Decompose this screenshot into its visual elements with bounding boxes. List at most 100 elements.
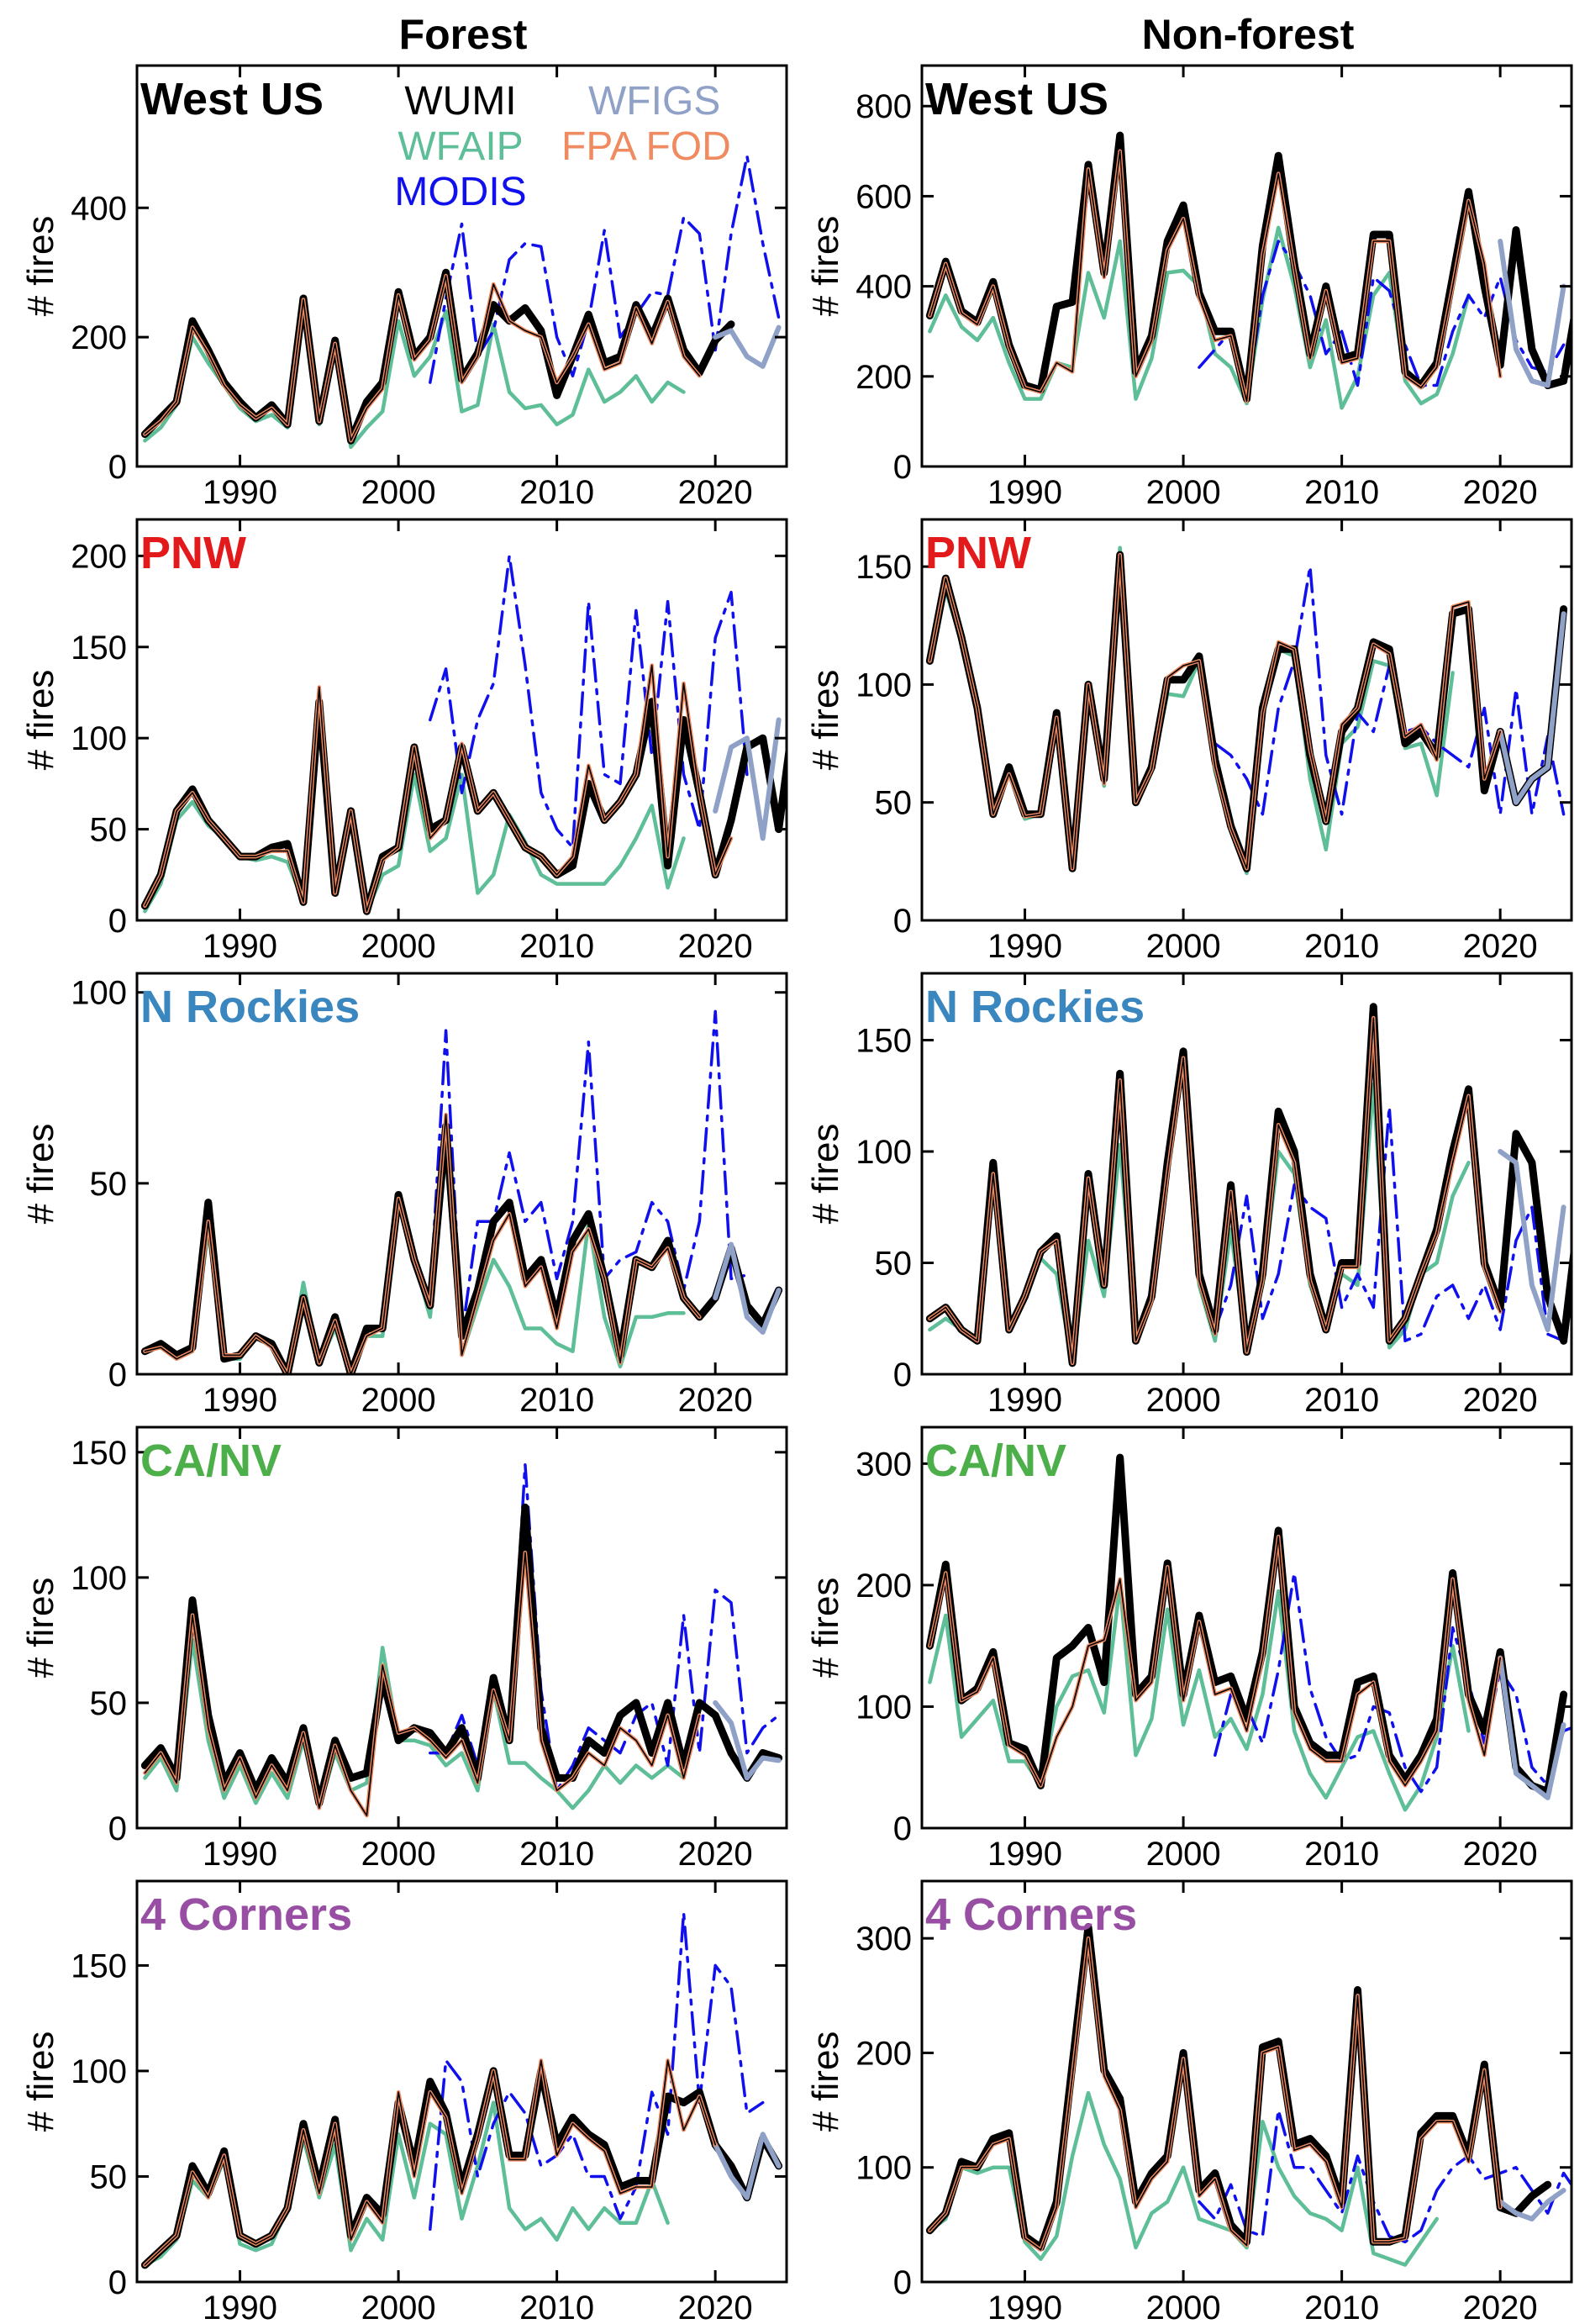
y-tick-label: 150 bbox=[71, 630, 127, 667]
x-tick-label: 2020 bbox=[678, 474, 753, 511]
column-title-nonforest: Non-forest bbox=[1142, 11, 1355, 58]
x-tick-label: 2020 bbox=[1463, 2290, 1538, 2324]
y-tick-label: 150 bbox=[856, 549, 912, 586]
y-tick-label: 0 bbox=[108, 2264, 127, 2301]
region-label: 4 Corners bbox=[140, 1889, 352, 1940]
panel-n-rockies-forest: 1990 2000 2010 2020 0 50 100 # fires N Rockies bbox=[20, 972, 788, 1419]
legend-entry-wfigs: WFIGS bbox=[588, 79, 720, 124]
series-line-wfigs bbox=[713, 324, 782, 369]
series-line-wfigs bbox=[713, 2132, 782, 2200]
y-tick-label: 50 bbox=[90, 812, 128, 849]
series-line-wfigs bbox=[1498, 239, 1566, 388]
region-label: N Rockies bbox=[925, 982, 1145, 1032]
plot-frame bbox=[135, 972, 788, 1376]
series-line-modis bbox=[1214, 1105, 1566, 1343]
series-line-wumi bbox=[925, 1923, 1552, 2252]
series-line-wfigs bbox=[1498, 2188, 1566, 2221]
y-tick-label: 100 bbox=[856, 1689, 912, 1726]
y-tick-label: 400 bbox=[71, 190, 127, 227]
column-title-forest: Forest bbox=[399, 11, 528, 58]
series-line-wumi-core bbox=[929, 150, 1501, 403]
x-tick-label: 1990 bbox=[203, 1836, 277, 1873]
y-axis-label: # fires bbox=[20, 216, 61, 317]
series-line-modis bbox=[429, 554, 749, 850]
legend-entry-fpa: FPA FOD bbox=[561, 124, 731, 169]
x-tick-label: 2010 bbox=[519, 474, 594, 511]
legend-entry-modis: MODIS bbox=[394, 170, 526, 214]
x-tick-label: 2000 bbox=[1146, 1836, 1221, 1873]
region-label: N Rockies bbox=[140, 982, 360, 1032]
y-tick-label: 100 bbox=[71, 1560, 127, 1597]
series-line-wumi-core bbox=[144, 1114, 701, 1374]
series-line-wumi bbox=[925, 1453, 1568, 1796]
y-tick-label: 0 bbox=[108, 903, 127, 940]
x-tick-label: 2010 bbox=[519, 928, 594, 965]
region-label: West US bbox=[925, 74, 1108, 124]
series-group bbox=[140, 1462, 783, 1818]
y-tick-label: 150 bbox=[71, 1435, 127, 1472]
y-tick-label: 200 bbox=[856, 1568, 912, 1605]
x-tick-label: 2020 bbox=[1463, 1382, 1538, 1419]
series-line-modis bbox=[429, 1009, 749, 1338]
series-line-modis bbox=[1198, 2108, 1572, 2244]
series-line-wfaip bbox=[143, 1638, 686, 1810]
series-group bbox=[925, 131, 1572, 410]
x-tick-label: 2000 bbox=[361, 1382, 436, 1419]
y-tick-label: 0 bbox=[108, 1810, 127, 1847]
y-tick-label: 100 bbox=[71, 2053, 127, 2090]
y-tick-label: 800 bbox=[856, 88, 912, 125]
series-line-wumi-core bbox=[929, 1017, 1501, 1364]
y-tick-label: 200 bbox=[71, 319, 127, 356]
y-tick-label: 0 bbox=[893, 1810, 912, 1847]
series-line-wumi bbox=[140, 1503, 783, 1807]
plot-frame bbox=[135, 64, 788, 468]
y-tick-label: 200 bbox=[856, 359, 912, 396]
series-group bbox=[925, 1003, 1572, 1368]
series-line-modis bbox=[429, 154, 781, 384]
y-axis-label: # fires bbox=[805, 1124, 846, 1225]
x-tick-label: 1990 bbox=[987, 1382, 1062, 1419]
series-line-wumi-core bbox=[929, 554, 1501, 870]
legend: WUMI WFIGS WFAIP FPA FOD MODIS bbox=[394, 79, 730, 214]
region-label: 4 Corners bbox=[925, 1889, 1137, 1940]
series-line-wfigs bbox=[1498, 1149, 1566, 1332]
panel-ca-nv-forest: 1990 2000 2010 2020 0 50 100 150 # fires CA/NV bbox=[20, 1425, 788, 1873]
region-label: PNW bbox=[140, 528, 246, 578]
plot-frame bbox=[135, 1879, 788, 2284]
series-group bbox=[925, 545, 1568, 876]
panel-ca-nv-non-forest: 1990 2000 2010 2020 0 100 200 300 # fires CA/NV bbox=[805, 1425, 1573, 1873]
x-tick-label: 1990 bbox=[987, 474, 1062, 511]
plot-frame bbox=[135, 1425, 788, 1830]
x-tick-label: 2000 bbox=[1146, 1382, 1221, 1419]
x-tick-label: 2000 bbox=[1146, 474, 1221, 511]
y-axis-label: # fires bbox=[805, 216, 846, 317]
region-label: PNW bbox=[925, 528, 1031, 578]
x-tick-label: 2000 bbox=[361, 928, 436, 965]
y-tick-label: 50 bbox=[90, 1166, 128, 1203]
series-line-fpa-fod bbox=[143, 2058, 718, 2268]
y-tick-label: 0 bbox=[893, 449, 912, 486]
y-axis-label: # fires bbox=[20, 1124, 61, 1225]
y-tick-label: 300 bbox=[856, 1446, 912, 1483]
series-line-wfaip bbox=[928, 2090, 1439, 2267]
y-tick-label: 50 bbox=[875, 785, 913, 822]
plot-frame bbox=[920, 64, 1573, 468]
x-tick-label: 1990 bbox=[203, 474, 277, 511]
series-group bbox=[140, 1009, 783, 1374]
x-tick-label: 2000 bbox=[1146, 928, 1221, 965]
panel-4-corners-forest: 1990 2000 2010 2020 0 50 100 150 # fires 4 Corner… bbox=[20, 1879, 788, 2324]
x-tick-label: 2020 bbox=[678, 928, 753, 965]
y-tick-label: 300 bbox=[856, 1921, 912, 1958]
x-tick-label: 2020 bbox=[1463, 474, 1538, 511]
x-tick-label: 2010 bbox=[519, 1836, 594, 1873]
panel-4-corners-non-forest: 1990 2000 2010 2020 0 100 200 300 # fires 4 Corne… bbox=[805, 1879, 1573, 2324]
series-line-fpa-fod bbox=[143, 663, 734, 914]
series-line-wfaip bbox=[928, 1583, 1471, 1812]
series-line-wfaip bbox=[928, 545, 1455, 876]
legend-entry-wfaip: WFAIP bbox=[398, 124, 523, 169]
x-tick-label: 1990 bbox=[203, 1382, 277, 1419]
x-tick-label: 1990 bbox=[987, 928, 1062, 965]
series-line-wfigs bbox=[1498, 1655, 1566, 1800]
series-line-fpa-fod bbox=[928, 552, 1503, 871]
series-line-modis bbox=[429, 1910, 765, 2231]
